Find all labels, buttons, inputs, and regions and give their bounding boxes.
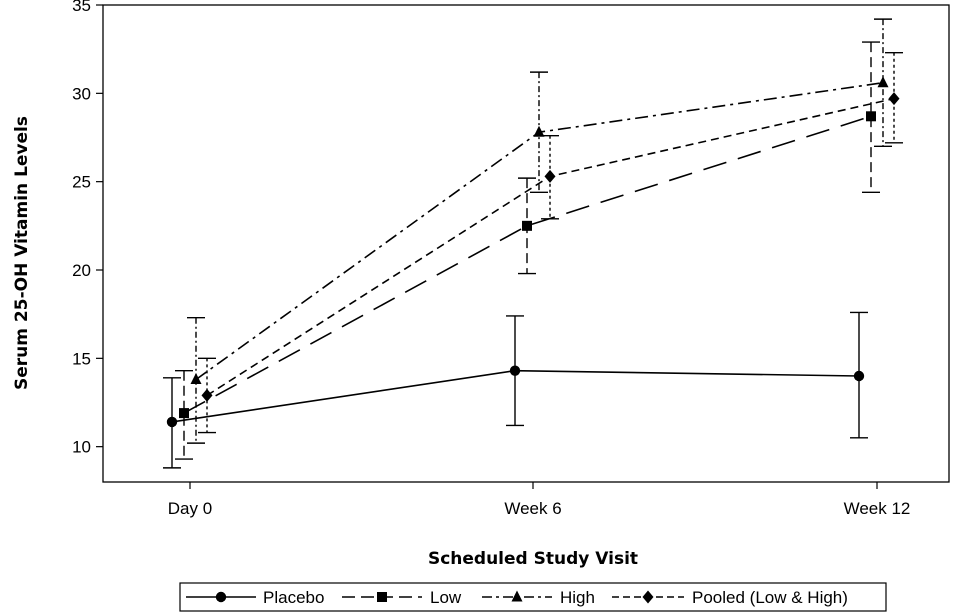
y-axis: 10 15 20 25 30 35	[72, 0, 103, 457]
legend-marker	[642, 590, 654, 604]
x-tick-label: Week 6	[504, 499, 561, 518]
legend-marker	[215, 591, 227, 603]
x-tick-label: Day 0	[168, 499, 212, 518]
data-point	[201, 388, 213, 402]
plot-frame	[102, 4, 950, 483]
data-point	[509, 365, 521, 376]
data-point	[877, 76, 889, 88]
y-tick-label: 25	[72, 173, 91, 192]
legend-label: Placebo	[263, 588, 324, 607]
x-axis-title: Scheduled Study Visit	[428, 549, 638, 569]
x-tick-label: Week 12	[844, 499, 911, 518]
series-pooled-low-high	[198, 52, 903, 434]
data-point	[866, 111, 876, 122]
series-high	[187, 18, 892, 444]
legend-marker	[511, 590, 523, 602]
y-axis-title: Serum 25-OH Vitamin Levels	[12, 116, 32, 390]
legend-label: Low	[430, 588, 462, 607]
legend-label: High	[560, 588, 595, 607]
data-point	[179, 408, 189, 419]
y-tick-label: 20	[72, 261, 91, 280]
series-low	[175, 41, 880, 460]
y-tick-label: 30	[72, 84, 91, 103]
data-point	[888, 92, 900, 106]
x-axis: Day 0 Week 6 Week 12	[168, 482, 911, 518]
y-tick-label: 10	[72, 438, 91, 457]
data-point	[166, 416, 178, 428]
legend-marker	[377, 592, 387, 602]
data-point	[544, 169, 556, 183]
series-placebo	[163, 311, 868, 469]
y-tick-label: 15	[72, 349, 91, 368]
data-point	[190, 373, 202, 385]
data-point	[522, 220, 532, 231]
plot-area-border	[102, 4, 950, 483]
series-line	[183, 115, 872, 414]
legend: Placebo Low High Pooled (Low & High)	[179, 582, 887, 612]
data-point	[853, 370, 865, 382]
legend-label: Pooled (Low & High)	[692, 588, 848, 607]
y-tick-label: 35	[72, 0, 91, 15]
data-point	[533, 125, 545, 137]
series-layer	[163, 18, 903, 469]
